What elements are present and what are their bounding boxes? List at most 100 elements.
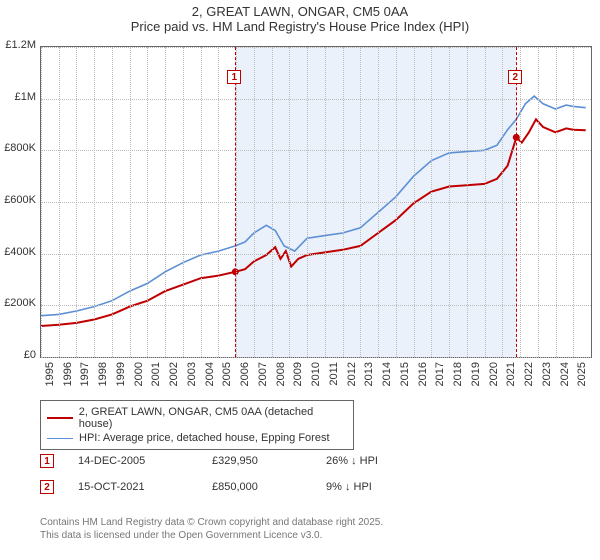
- x-axis-tick-label: 2020: [488, 362, 500, 402]
- x-axis-tick-label: 2004: [204, 362, 216, 402]
- chart-container: { "title": { "line1": "2, GREAT LAWN, ON…: [0, 0, 600, 560]
- x-axis-tick-label: 2008: [275, 362, 287, 402]
- gridline-vertical: [254, 47, 255, 357]
- gridline-vertical: [520, 47, 521, 357]
- x-axis-tick-label: 2002: [168, 362, 180, 402]
- sale-row-badge: 1: [40, 454, 54, 468]
- legend-box: 2, GREAT LAWN, ONGAR, CM5 0AA (detached …: [40, 400, 354, 450]
- gridline-vertical: [485, 47, 486, 357]
- x-axis-tick-label: 2007: [257, 362, 269, 402]
- legend-item: HPI: Average price, detached house, Eppi…: [47, 431, 347, 445]
- x-axis-tick-label: 1999: [115, 362, 127, 402]
- sale-row-price: £850,000: [212, 481, 302, 493]
- x-axis-tick-label: 2018: [452, 362, 464, 402]
- gridline-vertical: [147, 47, 148, 357]
- gridline-vertical: [59, 47, 60, 357]
- sale-row-badge: 2: [40, 480, 54, 494]
- gridline-horizontal: [41, 357, 591, 358]
- x-axis-tick-label: 1995: [44, 362, 56, 402]
- x-axis-tick-label: 2023: [541, 362, 553, 402]
- gridline-vertical: [165, 47, 166, 357]
- x-axis-tick-label: 2025: [576, 362, 588, 402]
- sale-row-date: 15-OCT-2021: [78, 481, 188, 493]
- gridline-vertical: [94, 47, 95, 357]
- x-axis-tick-label: 1997: [79, 362, 91, 402]
- sale-row-delta: 9% ↓ HPI: [326, 481, 372, 493]
- legend-label: 2, GREAT LAWN, ONGAR, CM5 0AA (detached …: [79, 406, 347, 430]
- legend-item: 2, GREAT LAWN, ONGAR, CM5 0AA (detached …: [47, 405, 347, 431]
- gridline-vertical: [201, 47, 202, 357]
- y-axis-tick-label: £800K: [0, 142, 36, 154]
- x-axis-tick-label: 2010: [310, 362, 322, 402]
- x-axis-tick-label: 2006: [239, 362, 251, 402]
- title-line-2: Price paid vs. HM Land Registry's House …: [0, 19, 600, 34]
- sale-marker-badge: 2: [508, 70, 522, 84]
- legend-swatch: [47, 417, 73, 419]
- y-axis-tick-label: £200K: [0, 297, 36, 309]
- x-axis-tick-label: 2011: [328, 362, 340, 402]
- y-axis-tick-label: £1M: [0, 91, 36, 103]
- x-axis-tick-label: 2022: [523, 362, 535, 402]
- legend-swatch: [47, 438, 73, 439]
- gridline-vertical: [41, 47, 42, 357]
- x-axis-tick-label: 2009: [292, 362, 304, 402]
- gridline-horizontal: [41, 254, 591, 255]
- y-axis-tick-label: £600K: [0, 194, 36, 206]
- series-line-hpi: [41, 96, 586, 316]
- gridline-vertical: [112, 47, 113, 357]
- gridline-vertical: [236, 47, 237, 357]
- x-axis-tick-label: 2012: [346, 362, 358, 402]
- sale-data-row: 2 15-OCT-2021 £850,000 9% ↓ HPI: [40, 474, 592, 500]
- legend-label: HPI: Average price, detached house, Eppi…: [79, 432, 330, 444]
- gridline-horizontal: [41, 47, 591, 48]
- gridline-vertical: [289, 47, 290, 357]
- sale-data-table: 1 14-DEC-2005 £329,950 26% ↓ HPI 2 15-OCT-202…: [40, 448, 592, 500]
- x-axis-tick-label: 2005: [221, 362, 233, 402]
- y-axis-tick-label: £1.2M: [0, 39, 36, 51]
- x-axis-tick-label: 2003: [186, 362, 198, 402]
- x-axis-tick-label: 1998: [97, 362, 109, 402]
- x-axis-tick-label: 2001: [150, 362, 162, 402]
- gridline-vertical: [467, 47, 468, 357]
- x-axis-tick-label: 1996: [62, 362, 74, 402]
- gridline-vertical: [556, 47, 557, 357]
- y-axis-tick-label: £0: [0, 349, 36, 361]
- gridline-vertical: [272, 47, 273, 357]
- gridline-vertical: [378, 47, 379, 357]
- x-axis-tick-label: 2014: [381, 362, 393, 402]
- gridline-vertical: [130, 47, 131, 357]
- gridline-vertical: [449, 47, 450, 357]
- gridline-vertical: [360, 47, 361, 357]
- x-axis-tick-label: 2000: [133, 362, 145, 402]
- gridline-horizontal: [41, 202, 591, 203]
- attribution-line-2: This data is licensed under the Open Gov…: [40, 529, 383, 542]
- x-axis-tick-label: 2015: [399, 362, 411, 402]
- gridline-vertical: [396, 47, 397, 357]
- sale-marker-line: [235, 47, 236, 357]
- x-axis-tick-label: 2016: [417, 362, 429, 402]
- gridline-horizontal: [41, 99, 591, 100]
- gridline-vertical: [218, 47, 219, 357]
- gridline-vertical: [76, 47, 77, 357]
- x-axis-tick-label: 2013: [363, 362, 375, 402]
- x-axis-tick-label: 2019: [470, 362, 482, 402]
- sale-data-row: 1 14-DEC-2005 £329,950 26% ↓ HPI: [40, 448, 592, 474]
- gridline-vertical: [343, 47, 344, 357]
- sale-row-delta: 26% ↓ HPI: [326, 455, 378, 467]
- title-line-1: 2, GREAT LAWN, ONGAR, CM5 0AA: [0, 4, 600, 19]
- sale-marker-badge: 1: [227, 70, 241, 84]
- gridline-vertical: [573, 47, 574, 357]
- y-axis-tick-label: £400K: [0, 246, 36, 258]
- gridline-vertical: [183, 47, 184, 357]
- sale-row-price: £329,950: [212, 455, 302, 467]
- gridline-vertical: [538, 47, 539, 357]
- attribution-text: Contains HM Land Registry data © Crown c…: [40, 516, 383, 542]
- x-axis-tick-label: 2017: [434, 362, 446, 402]
- sale-row-date: 14-DEC-2005: [78, 455, 188, 467]
- x-axis-tick-label: 2021: [505, 362, 517, 402]
- gridline-vertical: [307, 47, 308, 357]
- gridline-vertical: [325, 47, 326, 357]
- plot-area: [40, 46, 592, 358]
- gridline-vertical: [431, 47, 432, 357]
- attribution-line-1: Contains HM Land Registry data © Crown c…: [40, 516, 383, 529]
